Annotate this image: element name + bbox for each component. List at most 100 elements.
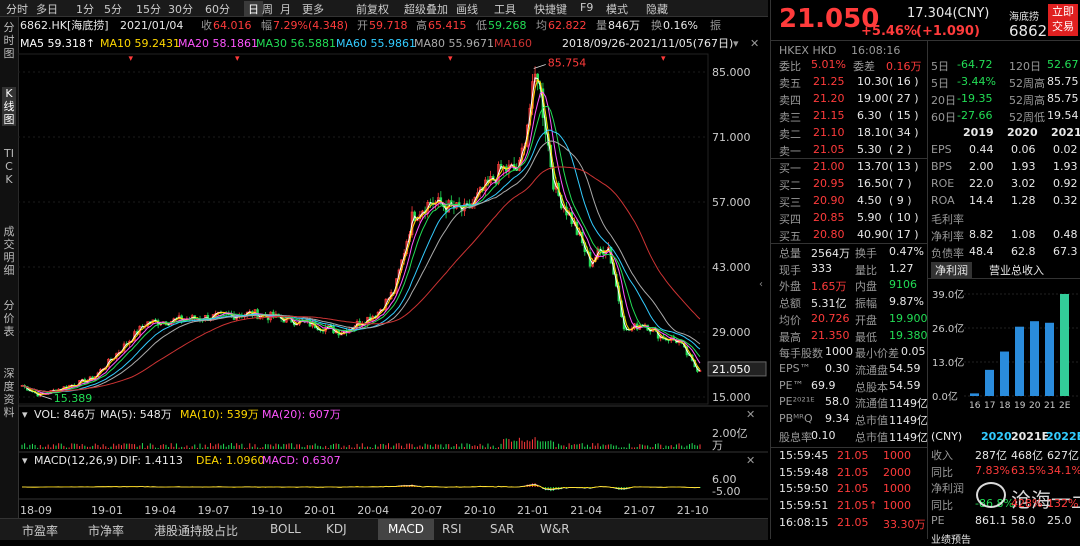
indicator-tab-item-8[interactable]: W&R [540,522,570,536]
divider [927,278,1080,279]
stat-label: 最低 [855,330,877,344]
trade-now-button[interactable]: 立即交易 [1048,4,1078,36]
fund-tab-1: 营业总收入 [989,264,1044,277]
indicator-tab-item-3[interactable]: BOLL [270,522,301,536]
toolbar-item-6[interactable]: 60分 [205,3,230,16]
indicator-tab-item-0[interactable]: 市盈率 [22,524,59,538]
forecast-row-label: 净利润 [931,482,964,496]
forecast-value: 287亿 [975,449,1007,462]
left-nav-item-4[interactable]: 分价表 [3,299,15,338]
macd-dea-line [22,484,700,490]
ma-legend-0: MA5 59.318↑ [20,37,95,50]
indicator-tab-item-1[interactable]: 市净率 [88,524,125,538]
column-divider [927,41,928,539]
bid-price-3: 20.85 [813,211,845,224]
toolbar-item-5[interactable]: 30分 [168,3,193,16]
toolbar-item-17[interactable]: 模式 [606,3,628,16]
fund-bar [970,393,979,396]
indicator-tab-item-7[interactable]: SAR [490,522,515,536]
fund-row-label: 毛利率 [931,213,964,226]
stat-label: 总额 [779,297,801,311]
fund-row-value: 0.48 [1053,228,1078,241]
fund-row-value: 14.4 [969,194,994,207]
stat-value: 0.30 [825,361,850,375]
chevron-down-icon[interactable]: ▾ [22,454,28,467]
fundamentals-bar-chart: 39.0亿 26.0亿 13.0亿 0.0亿 16 17 18 19 20 21 2E [932,288,1078,411]
weicha-value: 0.16万 [886,60,922,73]
stat-value: 1.65万 [811,280,847,294]
indicator-tab-item-4[interactable]: KDJ [326,522,347,536]
indicator-tab-item-5[interactable]: MACD [378,519,434,540]
perf-label: 20日 [931,94,956,107]
toolbar-item-3[interactable]: 5分 [104,3,122,16]
fund-bar [1015,326,1024,396]
perf-label: 52周高 [1009,94,1045,107]
left-nav-item-3[interactable]: 成交明细 [3,225,15,277]
price-plot-frame [17,53,709,405]
header-field-7: 59.718 [369,19,408,32]
close-icon[interactable]: ✕ [746,408,755,421]
stat-label: 总量 [779,247,801,260]
toolbar-item-7[interactable]: 日 [244,1,263,17]
bid-count-2: ( 9 ) [889,194,912,207]
peak-marker-line [533,64,546,69]
divider [771,40,1080,41]
forecast-row-label: PE [931,513,945,527]
toolbar-item-12[interactable]: 超级叠加 [404,3,448,16]
kline-chart-area[interactable]: 6862.HK[海底捞] 2021/01/04 收 64.016 幅 7.29%(4.34… [17,17,914,522]
toolbar-item-14[interactable]: 工具 [494,3,516,16]
kline-chart-svg[interactable]: 6862.HK[海底捞] 2021/01/04 收 64.016 幅 7.29%(4.34… [17,17,914,522]
price-axis-label: 43.000 [712,261,751,274]
close-icon[interactable]: ✕ [746,454,755,467]
forecast-value: 63.5% [1011,463,1046,477]
indicator-tab-item-2[interactable]: 港股通持股占比 [154,524,239,538]
forecast-value: 428% [1011,497,1043,511]
toolbar-item-10[interactable]: 更多 [302,3,324,16]
header-field-11: 59.268 [488,19,527,32]
fund-row-value: 3.02 [1011,177,1036,190]
left-nav-item-0[interactable]: 分时图 [3,21,15,60]
toolbar-item-8[interactable]: 周 [262,3,273,16]
toolbar-item-0[interactable]: 分时 [6,3,28,16]
toolbar-item-18[interactable]: 隐藏 [646,3,668,16]
toolbar-item-11[interactable]: 前复权 [356,3,389,16]
tick-time: 15:59:51 [779,499,829,513]
left-nav-item-5[interactable]: 深度资料 [3,367,15,419]
chevron-down-icon[interactable]: ▾ [733,37,739,50]
header-field-15: 846万 [608,19,640,32]
ma-legend-3: MA30 56.5881 [256,37,336,50]
fund-bar [1045,322,1054,396]
x-axis-label: 18-09 [20,504,52,517]
chevron-left-icon[interactable]: ‹ [759,279,763,290]
left-nav-item-1[interactable]: K线图 [2,87,16,126]
ask-label-2: 卖三 [779,111,801,124]
toolbar-item-13[interactable]: 画线 [456,3,478,16]
indicator-tab-item-6[interactable]: RSI [442,522,462,536]
header-field-6: 开 [357,19,368,32]
fund-bar-label: 19 [1014,401,1026,411]
header-field-14: 量 [596,19,607,32]
bid-price-0: 21.00 [813,160,845,173]
toolbar-item-16[interactable]: F9 [580,1,594,14]
x-axis-label: 19-01 [91,504,123,517]
toolbar-item-1[interactable]: 多日 [36,3,58,16]
price-axis-label: 15.000 [712,391,751,404]
header-field-0: 6862.HK[海底捞] [20,18,109,32]
toolbar-item-15[interactable]: 快捷键 [534,3,567,16]
close-icon[interactable]: ✕ [750,37,759,50]
header-field-4: 幅 [261,19,272,32]
low-price-label: 15.389 [54,392,92,405]
chevron-down-icon[interactable]: ▾ [22,408,28,421]
toolbar-item-2[interactable]: 1分 [76,3,94,16]
stat-value: 1000 [825,345,853,359]
event-marker: ▾ [235,54,240,64]
perf-label: 5日 [931,60,949,73]
header-field-13: 62.822 [548,19,587,32]
left-nav-item-2[interactable]: TICK [4,147,14,186]
toolbar-item-4[interactable]: 15分 [136,3,161,16]
stat-value: 21.350 [811,328,850,342]
toolbar-item-9[interactable]: 月 [280,3,291,16]
stat-label: 换手 [855,247,877,260]
stat-label: 开盘 [855,313,877,327]
bid-vol-0: 13.70 [857,160,889,173]
